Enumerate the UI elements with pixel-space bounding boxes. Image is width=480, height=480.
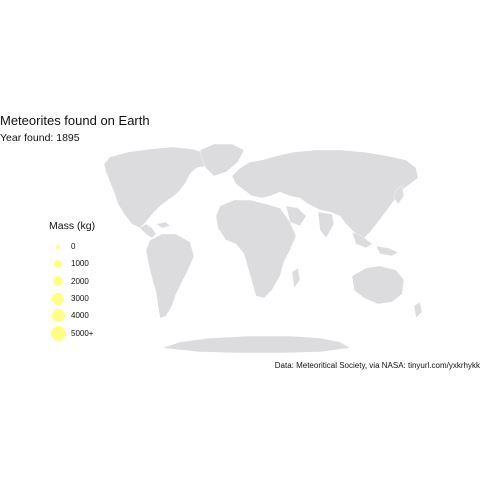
legend-title: Mass (kg) xyxy=(49,220,96,232)
legend-item: 1000 xyxy=(47,255,127,272)
legend-dot-icon xyxy=(53,276,63,287)
mass-legend: Mass (kg) 0 1000 2000 3000 xyxy=(47,220,127,342)
legend-key xyxy=(47,238,69,255)
legend-dot-icon xyxy=(54,259,62,268)
legend-label: 1000 xyxy=(71,259,89,269)
legend-key xyxy=(47,273,69,290)
land-japan xyxy=(393,185,405,205)
land-north-america xyxy=(103,146,213,229)
land-australia xyxy=(351,265,405,305)
land-central-america xyxy=(139,223,157,239)
land-africa xyxy=(215,199,297,299)
legend-key xyxy=(47,325,69,342)
map-title: Meteorites found on Earth xyxy=(0,113,150,128)
land-eurasia xyxy=(231,149,419,241)
land-india xyxy=(317,211,335,239)
land-southeast-asia xyxy=(351,231,399,257)
legend-item: 2000 xyxy=(47,273,127,290)
legend-key xyxy=(47,307,69,324)
legend-item: 5000+ xyxy=(47,324,127,341)
land-caribbean xyxy=(155,221,171,229)
land-antarctica xyxy=(161,335,351,354)
land-greenland xyxy=(199,143,245,177)
map-subtitle: Year found: 1895 xyxy=(0,132,80,144)
legend-label: 0 xyxy=(71,242,76,252)
legend-label: 2000 xyxy=(71,276,89,286)
legend-item: 0 xyxy=(47,238,127,255)
legend-label: 3000 xyxy=(71,294,89,304)
land-new-zealand xyxy=(413,301,423,319)
legend-label: 5000+ xyxy=(71,328,94,338)
legend-dot-icon xyxy=(51,309,65,323)
land-south-america xyxy=(145,233,195,319)
legend-dot-icon xyxy=(52,292,64,305)
legend-item: 3000 xyxy=(47,290,127,307)
legend-key xyxy=(47,290,69,307)
legend-label: 4000 xyxy=(71,311,89,321)
legend-dot-icon xyxy=(50,325,66,341)
legend-dot-icon xyxy=(56,244,60,249)
legend-key xyxy=(47,255,69,272)
legend-item: 4000 xyxy=(47,307,127,324)
land-arabia xyxy=(285,205,307,227)
data-source-caption: Data: Meteoritical Society, via NASA: ti… xyxy=(274,361,480,370)
land-madagascar xyxy=(291,267,301,289)
